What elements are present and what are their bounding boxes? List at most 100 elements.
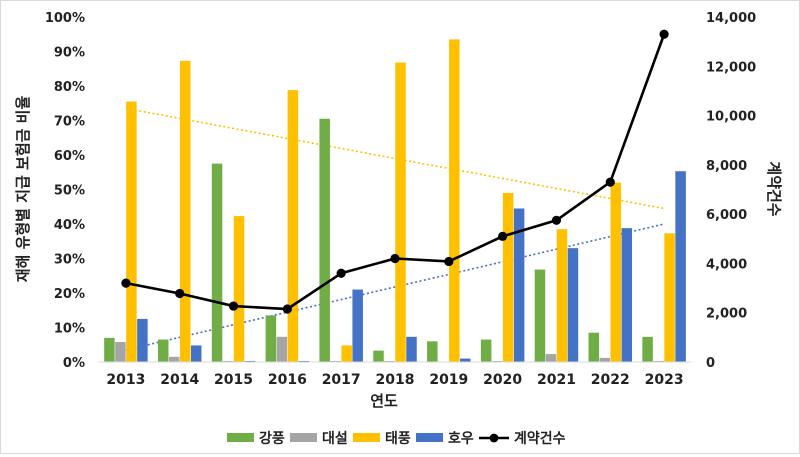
bar-대설-2016: [276, 336, 288, 362]
bar-대설-2017: [330, 360, 341, 362]
left-y-tick-label: 60%: [54, 149, 85, 164]
point-계약건수-2019: [444, 256, 454, 267]
x-axis-ticks: 2013 2014 2015 2016 2017 2018 2019 2020 2021 2022…: [106, 372, 683, 388]
point-계약건수-2022: [605, 177, 615, 187]
x-tick-label: 2014: [160, 372, 199, 388]
x-tick-label: 2021: [537, 372, 576, 388]
bar-강풍-2014: [157, 339, 169, 362]
x-axis-title: 연도: [370, 392, 398, 410]
right-y-tick-label: 2,000: [706, 307, 747, 322]
line-계약건수: [125, 33, 666, 311]
bar-대설-2015: [222, 360, 234, 362]
left-y-tick-label: 70%: [54, 115, 85, 130]
right-y-tick-label: 0: [706, 356, 715, 371]
bar-호우-2015: [244, 360, 256, 362]
bar-태풍-2022: [610, 182, 622, 362]
legend: 강풍 대설 태풍 호우 계약건수: [227, 430, 566, 447]
x-tick-label: 2022: [591, 372, 630, 388]
legend-swatch-강풍: [227, 433, 254, 442]
bar-태풍-2021: [556, 229, 568, 362]
point-계약건수-2020: [498, 231, 508, 241]
bar-태풍-2019: [449, 39, 460, 363]
right-y-tick-label: 10,000: [706, 110, 756, 125]
bar-강풍-2022: [588, 332, 600, 362]
bars: [104, 39, 686, 363]
bar-강풍-2019: [427, 341, 438, 362]
contract-count-line: [121, 29, 669, 314]
bar-호우-2016: [298, 360, 310, 362]
point-계약건수-2015: [228, 301, 239, 311]
trendline-태풍: [125, 107, 665, 210]
bar-강풍-2021: [534, 269, 546, 362]
bar-호우-2014: [190, 345, 202, 362]
trendlines: [125, 107, 665, 351]
left-y-tick-label: 20%: [54, 287, 85, 302]
bar-호우-2018: [406, 336, 417, 362]
bar-호우-2019: [460, 358, 471, 362]
legend-label-호우: 호우: [448, 431, 474, 447]
right-y-tick-label: 6,000: [706, 208, 747, 223]
trendline-호우: [125, 223, 665, 351]
point-계약건수-2023: [659, 29, 669, 39]
bar-강풍-2013: [104, 337, 115, 362]
bar-대설-2013: [115, 341, 126, 362]
bar-호우-2017: [352, 289, 363, 362]
point-계약건수-2018: [390, 253, 400, 264]
bar-대설-2018: [384, 360, 395, 362]
bar-강풍-2016: [265, 315, 277, 362]
bar-강풍-2020: [480, 339, 492, 362]
legend-swatch-태풍: [353, 433, 380, 442]
left-y-axis-ticks: 0% 10% 20% 30% 40% 50% 60% 70% 80% 90% 100%: [45, 11, 85, 371]
bar-강풍-2015: [211, 163, 223, 362]
x-tick-label: 2019: [429, 372, 468, 388]
bar-강풍-2023: [642, 336, 653, 362]
bar-호우-2022: [621, 228, 633, 362]
bar-태풍-2014: [179, 60, 191, 362]
x-tick-label: 2017: [322, 372, 361, 388]
left-y-axis-title: 재해 유형별 지급 보험금 비율: [14, 96, 32, 283]
right-y-axis-title: 계약건수: [765, 161, 783, 216]
legend-label-계약건수: 계약건수: [514, 430, 566, 447]
point-계약건수-2013: [121, 278, 131, 288]
point-계약건수-2014: [175, 288, 185, 299]
legend-swatch-호우: [416, 433, 443, 442]
legend-label-강풍: 강풍: [259, 430, 285, 447]
bar-호우-2020: [513, 208, 525, 362]
left-y-tick-label: 50%: [54, 184, 85, 199]
bar-태풍-2015: [233, 216, 245, 362]
bar-강풍-2017: [319, 118, 330, 363]
point-계약건수-2017: [336, 268, 346, 278]
left-y-tick-label: 0%: [63, 356, 85, 371]
legend-label-대설: 대설: [322, 431, 348, 447]
right-y-tick-label: 14,000: [706, 11, 756, 26]
legend-swatch-대설: [290, 433, 317, 442]
x-tick-label: 2015: [214, 372, 253, 388]
left-y-tick-label: 30%: [54, 253, 85, 268]
bar-태풍-2020: [502, 192, 514, 362]
right-y-tick-label: 4,000: [706, 257, 747, 272]
right-y-tick-label: 8,000: [706, 159, 747, 174]
bar-대설-2021: [545, 354, 557, 362]
x-tick-label: 2023: [645, 372, 684, 388]
bar-호우-2013: [137, 318, 148, 362]
left-y-tick-label: 100%: [45, 11, 85, 26]
bar-호우-2023: [675, 171, 686, 362]
bar-대설-2020: [491, 360, 503, 362]
bar-태풍-2017: [341, 345, 352, 362]
left-y-tick-label: 90%: [54, 46, 85, 61]
bar-태풍-2013: [126, 101, 137, 363]
point-계약건수-2021: [551, 215, 562, 225]
right-y-tick-label: 12,000: [706, 60, 756, 75]
right-y-axis-ticks: 0 2,000 4,000 6,000 8,000 10,000 12,000 14,000: [706, 11, 756, 371]
x-tick-label: 2013: [106, 372, 145, 388]
left-y-tick-label: 80%: [54, 80, 85, 95]
bar-대설-2023: [653, 360, 664, 362]
left-y-tick-label: 40%: [54, 218, 85, 233]
x-tick-label: 2020: [483, 372, 522, 388]
legend-label-태풍: 태풍: [385, 431, 411, 447]
x-tick-label: 2016: [268, 372, 307, 388]
bar-강풍-2018: [373, 350, 384, 362]
x-tick-label: 2018: [376, 372, 415, 388]
